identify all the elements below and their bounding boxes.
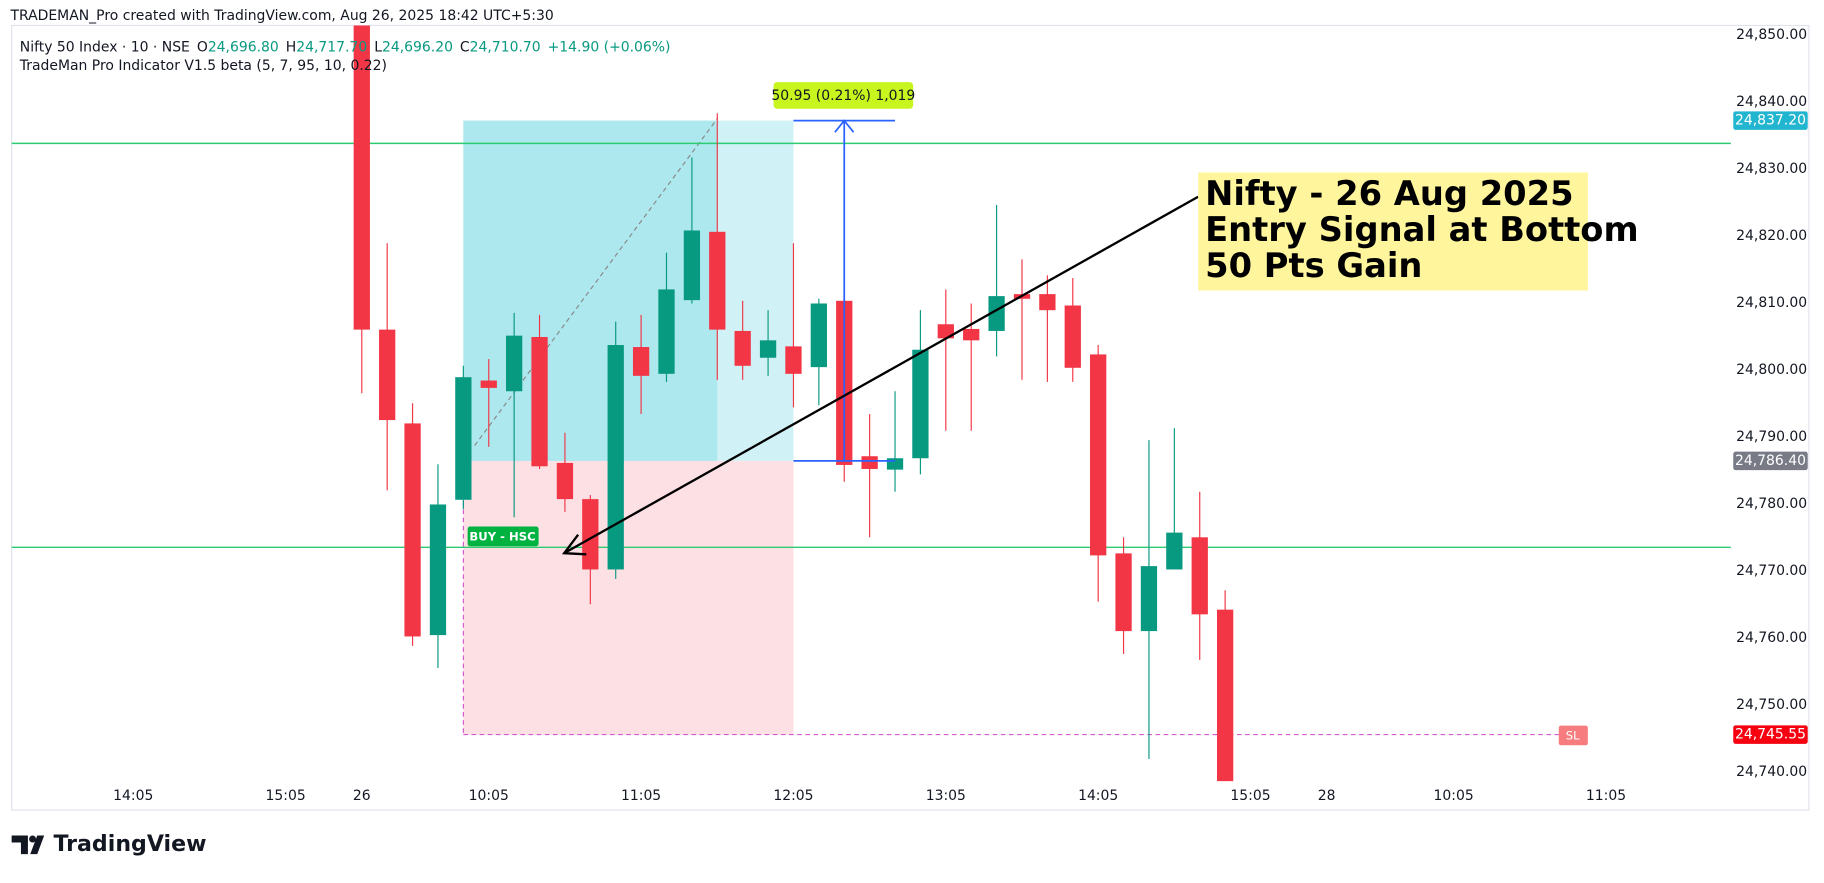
sl-tag — [1558, 725, 1588, 746]
candle-body — [1216, 609, 1234, 782]
price-label-bg — [1733, 725, 1808, 744]
measure-label: 50.95 (0.21%) 1,019 — [771, 88, 915, 104]
candle-body — [1166, 532, 1183, 570]
candle-body — [912, 349, 929, 459]
x-tick-label: 12:05 — [773, 788, 813, 804]
price-label-bg — [1733, 451, 1808, 471]
candle-body — [1140, 566, 1158, 632]
y-tick-label: 24,750.00 — [1736, 697, 1807, 713]
candle-body — [759, 340, 777, 358]
candle-body — [379, 329, 396, 421]
trend-arrow — [563, 195, 1199, 555]
overlay: 50.95 (0.21%) 1,019 BUY - HSC SL Nifty - 26… — [113, 27, 1808, 804]
x-tick-label: 28 — [1318, 788, 1336, 804]
y-tick-label: 24,820.00 — [1736, 228, 1807, 244]
candle-body — [582, 499, 599, 570]
candle-body — [1115, 553, 1132, 632]
x-tick-label: 10:05 — [1434, 788, 1474, 804]
annotation-line: Nifty - 26 Aug 2025 — [1205, 174, 1573, 213]
candle-body — [886, 458, 904, 470]
stop-zone — [463, 460, 794, 735]
legend-symbol: Nifty 50 Index · 10 · NSE O24,696.80 H24,7… — [20, 39, 671, 55]
candle-body — [785, 346, 802, 374]
measure-arrowhead — [834, 119, 855, 133]
candle-body — [480, 380, 497, 388]
candle-body — [632, 347, 650, 376]
candle-body — [404, 423, 421, 637]
measure-label-bg — [773, 82, 914, 109]
candle-body — [709, 231, 726, 330]
candle-body — [937, 324, 954, 339]
candle-body — [455, 377, 472, 500]
candle-body — [683, 230, 701, 301]
brand: TradingView — [54, 832, 207, 857]
candle-body — [506, 335, 523, 392]
credit: TRADEMAN_Pro created with TradingView.co… — [9, 8, 553, 24]
candle-body — [861, 456, 878, 469]
y-tick-label: 24,740.00 — [1736, 764, 1807, 780]
x-tick-label: 14:05 — [113, 788, 153, 804]
candle-body — [531, 336, 548, 467]
trend-arrowhead — [561, 533, 587, 556]
candle-body — [429, 504, 447, 636]
buy-tag — [467, 526, 539, 547]
x-tick-label: 10:05 — [469, 788, 509, 804]
y-tick-label: 24,770.00 — [1736, 563, 1807, 579]
chart-frame — [11, 24, 1810, 811]
price-label: 24,786.40 — [1735, 453, 1806, 469]
candle-body — [1039, 294, 1056, 311]
plot-area — [11, 25, 1731, 782]
candle-body — [1191, 537, 1208, 615]
candle-body — [1090, 354, 1107, 556]
y-tick-label: 24,790.00 — [1736, 429, 1807, 445]
y-tick-label: 24,830.00 — [1736, 161, 1807, 177]
x-tick-label: 15:05 — [266, 788, 306, 804]
x-tick-label: 11:05 — [621, 788, 661, 804]
price-label: 24,745.55 — [1735, 727, 1806, 743]
y-tick-label: 24,840.00 — [1736, 94, 1807, 110]
candle-body — [353, 25, 370, 330]
candle-body — [1064, 305, 1081, 368]
price-label: 24,837.20 — [1735, 113, 1806, 129]
candle-body — [963, 328, 980, 341]
y-tick-label: 24,780.00 — [1736, 496, 1807, 512]
annotation-box — [1198, 172, 1588, 291]
y-tick-label: 24,800.00 — [1736, 362, 1807, 378]
annotation-line: 50 Pts Gain — [1205, 246, 1422, 285]
x-tick-label: 13:05 — [926, 788, 966, 804]
candle-body — [607, 345, 624, 570]
candle-body — [658, 289, 675, 374]
annotation-line: Entry Signal at Bottom — [1205, 210, 1638, 249]
candle-body — [988, 296, 1005, 331]
y-tick-label: 24,760.00 — [1736, 630, 1807, 646]
sl-label: SL — [1566, 729, 1580, 743]
x-tick-label: 14:05 — [1078, 788, 1118, 804]
x-tick-label: 15:05 — [1230, 788, 1270, 804]
candle-body — [810, 303, 827, 368]
price-label-bg — [1733, 111, 1808, 130]
indicator-name: TradeMan Pro Indicator V1.5 beta (5, 7, … — [19, 58, 387, 74]
candle-body — [556, 462, 574, 500]
x-tick-label: 11:05 — [1586, 788, 1626, 804]
candle-body — [734, 330, 751, 366]
x-tick-label: 26 — [353, 788, 371, 804]
buy-label: BUY - HSC — [469, 529, 535, 543]
y-tick-label: 24,850.00 — [1736, 27, 1807, 43]
y-tick-label: 24,810.00 — [1736, 295, 1807, 311]
